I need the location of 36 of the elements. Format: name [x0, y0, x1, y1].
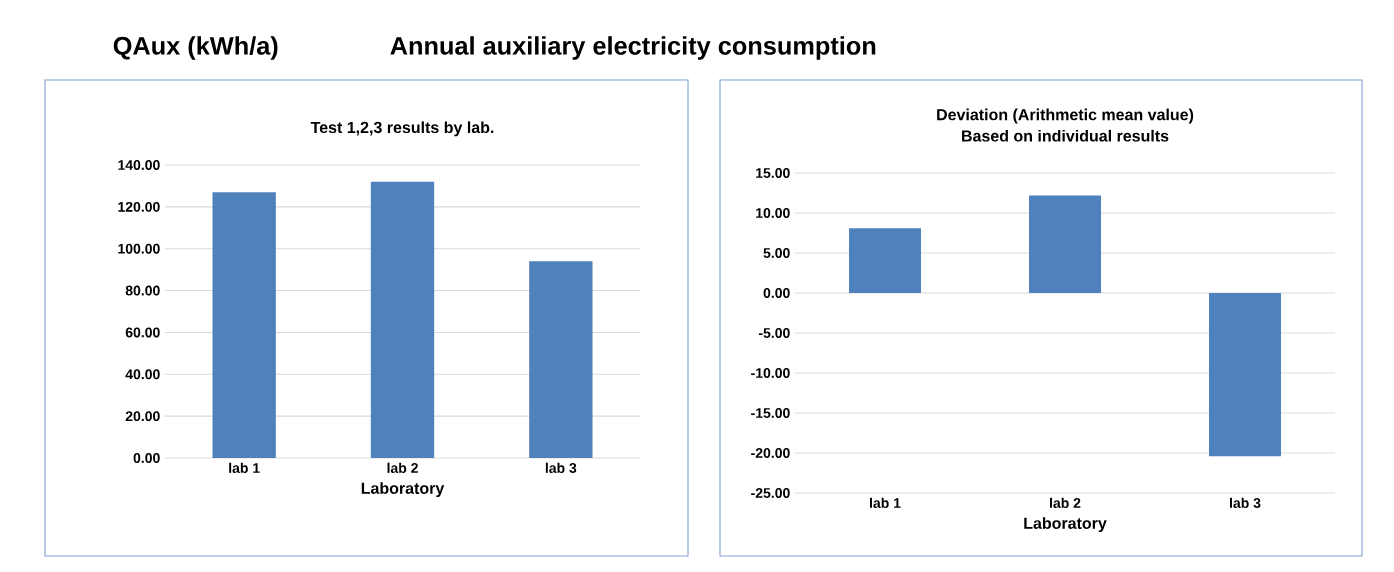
y-tick-label: 120.00 [118, 201, 160, 212]
y-tick-label: 0.00 [133, 453, 160, 463]
text: QAux (kWh/a) [113, 36, 278, 60]
y-tick-label: 5.00 [763, 248, 790, 258]
y-tick-label: 100.00 [118, 243, 160, 254]
x-tick-label: lab 3 [1230, 497, 1261, 509]
chart-title: Deviation (Arithmetic mean value) [937, 108, 1194, 124]
x-tick-label: lab 1 [229, 462, 260, 473]
bar [529, 261, 593, 458]
y-tick-label: 10.00 [756, 208, 790, 218]
chart-title: Test 1,2,3 results by lab. [310, 121, 494, 137]
x-tick-label: lab 1 [870, 497, 901, 508]
bar [370, 181, 435, 458]
x-tick-label: lab 2 [1050, 497, 1081, 508]
y-tick-label: 60.00 [125, 327, 160, 338]
y-tick-label: -25.00 [751, 488, 790, 498]
x-tick-label: lab 3 [545, 462, 577, 474]
y-tick-label: 40.00 [125, 369, 160, 380]
x-axis-title: Laboratory [1024, 517, 1107, 533]
y-tick-label: -20.00 [751, 448, 790, 458]
y-tick-label: 80.00 [125, 285, 160, 296]
chart-subtitle: Based on individual results [962, 129, 1169, 142]
bar [849, 228, 922, 293]
y-tick-label: 20.00 [125, 411, 160, 422]
y-tick-label: 0.00 [763, 288, 790, 298]
y-tick-label: -5.00 [758, 328, 790, 338]
y-tick-label: 15.00 [756, 168, 790, 178]
bar [212, 192, 276, 458]
y-tick-label: -15.00 [751, 408, 790, 418]
bar [1029, 195, 1102, 293]
x-tick-label: lab 2 [387, 462, 418, 473]
y-tick-label: -10.00 [751, 368, 790, 378]
text: Annual auxiliary electricity consumption [390, 36, 876, 60]
x-axis-title: Laboratory [361, 482, 445, 498]
bar [1209, 293, 1282, 457]
y-tick-label: 140.00 [118, 160, 160, 170]
